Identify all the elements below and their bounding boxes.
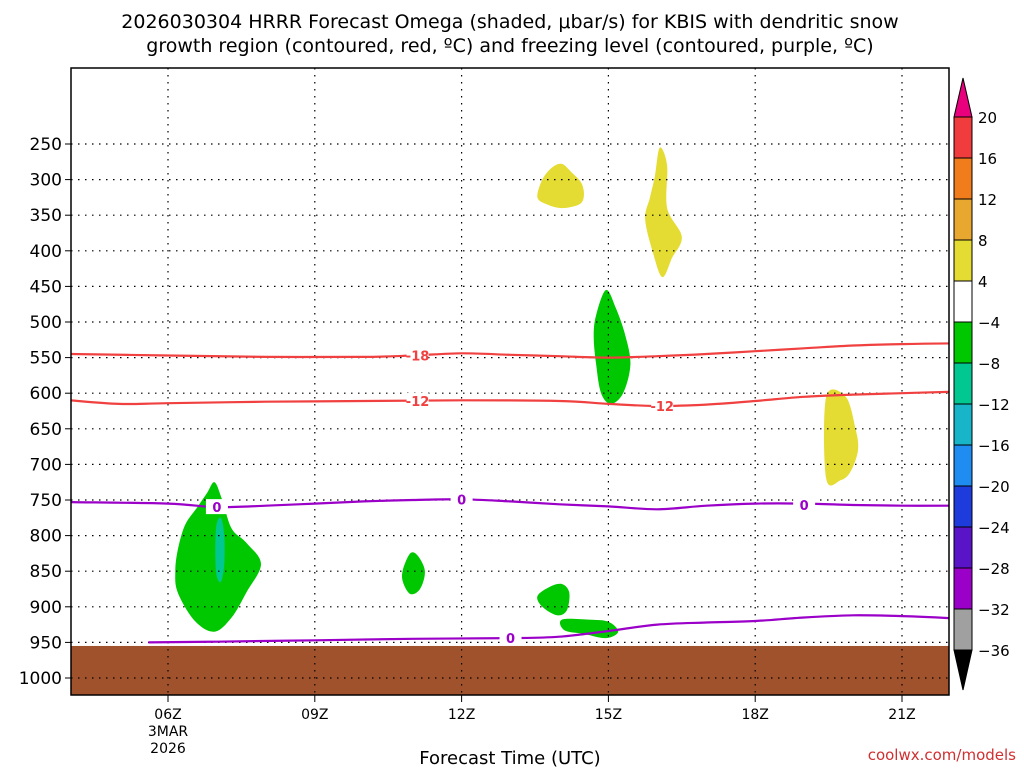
y-tick-label-950: 950 [30,633,62,653]
colorbar-box-7 [953,403,973,446]
omega-colorbar: 20 16 12 8 4 −4 −8 −12 −16 −20 −24 −28 −32 −36 [953,77,1010,691]
colorbar-label-3: 8 [978,232,988,250]
y-tick-label-350: 350 [30,206,62,226]
colorbar-box-4 [953,280,973,323]
y-tick-label-550: 550 [30,349,62,369]
omega-region-green-850mb-11z [402,552,425,595]
contour-layer [71,342,949,644]
colorbar-box-3 [953,239,973,282]
contour-label-freezing-level-lower-bg [499,630,522,646]
y-tick-label-1000: 1000 [19,669,62,689]
contour-label-freezing-level-upper: 0 [457,493,466,508]
x-axis-label: Forecast Time (UTC) [419,748,600,768]
colorbar-label-5: −4 [978,314,1000,332]
plot-area: -18 -12 -12 0 0 0 0 [70,67,950,696]
colorbar-label-12: −32 [978,601,1010,619]
y-tick-label-900: 900 [30,598,62,618]
colorbar-label-6: −8 [978,355,1000,373]
colorbar-label-10: −24 [978,519,1010,537]
x-axis-date-month: 3MAR [148,724,189,740]
colorbar-box-1 [953,157,973,200]
contour-label-freezing-level-upper-bg [450,491,473,507]
y-tick-label-450: 450 [30,277,62,297]
omega-shading-layer [175,147,859,639]
y-axis: 250 300 350 400 450 500 550 600 650 700 750 800 850 9… [19,135,71,689]
contour-label-dgz-bottom-bg [651,398,674,414]
y-tick-label-800: 800 [30,527,62,547]
contour-label2-dgz-bottom-bg [406,393,429,409]
contour-freezing-level-lower [148,614,949,644]
credit-text: coolwx.com/models [868,746,1016,764]
colorbar-label-1: 16 [978,150,997,168]
y-tick-label-250: 250 [30,135,62,155]
plot-frame [70,67,950,696]
omega-region-green-500mb-15z [593,289,631,404]
y-tick-label-600: 600 [30,384,62,404]
colorbar-box-12 [953,608,973,651]
colorbar-box-9 [953,485,973,528]
omega-region-yellow-350mb-16z [645,147,682,278]
x-tick-label-06Z: 06Z [154,707,181,723]
omega-region-green-880mb-14z [537,583,570,616]
omega-region-teal-800mb-07z [215,517,225,583]
contour-label-dgz-bottom: -12 [650,400,674,415]
chart-title-line-2: growth region (contoured, red, ºC) and f… [146,35,873,57]
colorbar-box-2 [953,198,973,241]
colorbar-box-11 [953,567,973,610]
contour-dgz-bottom [71,390,949,408]
contour-label-dgz-top-bg [406,347,429,363]
contour-label3-freezing-level-upper: 0 [212,501,221,516]
colorbar-box-0 [953,116,973,159]
below-ground-surface [71,645,949,695]
omega-region-yellow-300mb-14z [537,163,584,209]
colorbar-label-4: 4 [978,273,988,291]
colorbar-box-5 [953,321,973,364]
contour-label2-freezing-level-upper: 0 [800,499,809,514]
contour-label-dgz-top: -18 [406,349,430,364]
omega-region-yellow-650mb-20z [824,389,859,486]
x-axis: 06Z 09Z 12Z 15Z 18Z 21Z [154,695,916,723]
colorbar-box-10 [953,526,973,569]
colorbar-label-13: −36 [978,642,1010,660]
colorbar-label-7: −12 [978,396,1010,414]
x-tick-label-21Z: 21Z [888,707,915,723]
colorbar-label-11: −28 [978,560,1010,578]
y-tick-label-850: 850 [30,562,62,582]
colorbar-box-8 [953,444,973,487]
x-axis-date-year: 2026 [150,741,186,757]
colorbar-label-8: −16 [978,437,1010,455]
y-tick-label-500: 500 [30,313,62,333]
y-tick-label-650: 650 [30,420,62,440]
y-tick-label-300: 300 [30,171,62,191]
contour-dgz-top [71,342,949,359]
x-tick-label-18Z: 18Z [741,707,768,723]
chart-title-line-1: 2026030304 HRRR Forecast Omega (shaded, … [121,11,898,33]
colorbar-label-2: 12 [978,191,997,209]
contour-label-freezing-level-lower: 0 [506,632,515,647]
y-tick-label-750: 750 [30,491,62,511]
y-tick-label-700: 700 [30,455,62,475]
x-tick-label-09Z: 09Z [301,707,328,723]
contour-freezing-level-upper [71,498,949,511]
y-tick-label-400: 400 [30,242,62,262]
x-tick-label-12Z: 12Z [448,707,475,723]
x-tick-label-15Z: 15Z [595,707,622,723]
contour-label-layer: -18 -12 -12 0 0 0 0 [205,347,816,647]
contour-label2-freezing-level-upper-bg [793,496,816,512]
omega-region-green-920mb-15z [559,618,619,639]
contour-label2-dgz-bottom: -12 [406,395,430,410]
colorbar-label-9: −20 [978,478,1010,496]
colorbar-label-0: 20 [978,109,997,127]
surface-layer [71,645,949,695]
colorbar-bottom-triangle [953,649,973,691]
colorbar-box-6 [953,362,973,405]
contour-label3-freezing-level-upper-bg [205,499,228,515]
